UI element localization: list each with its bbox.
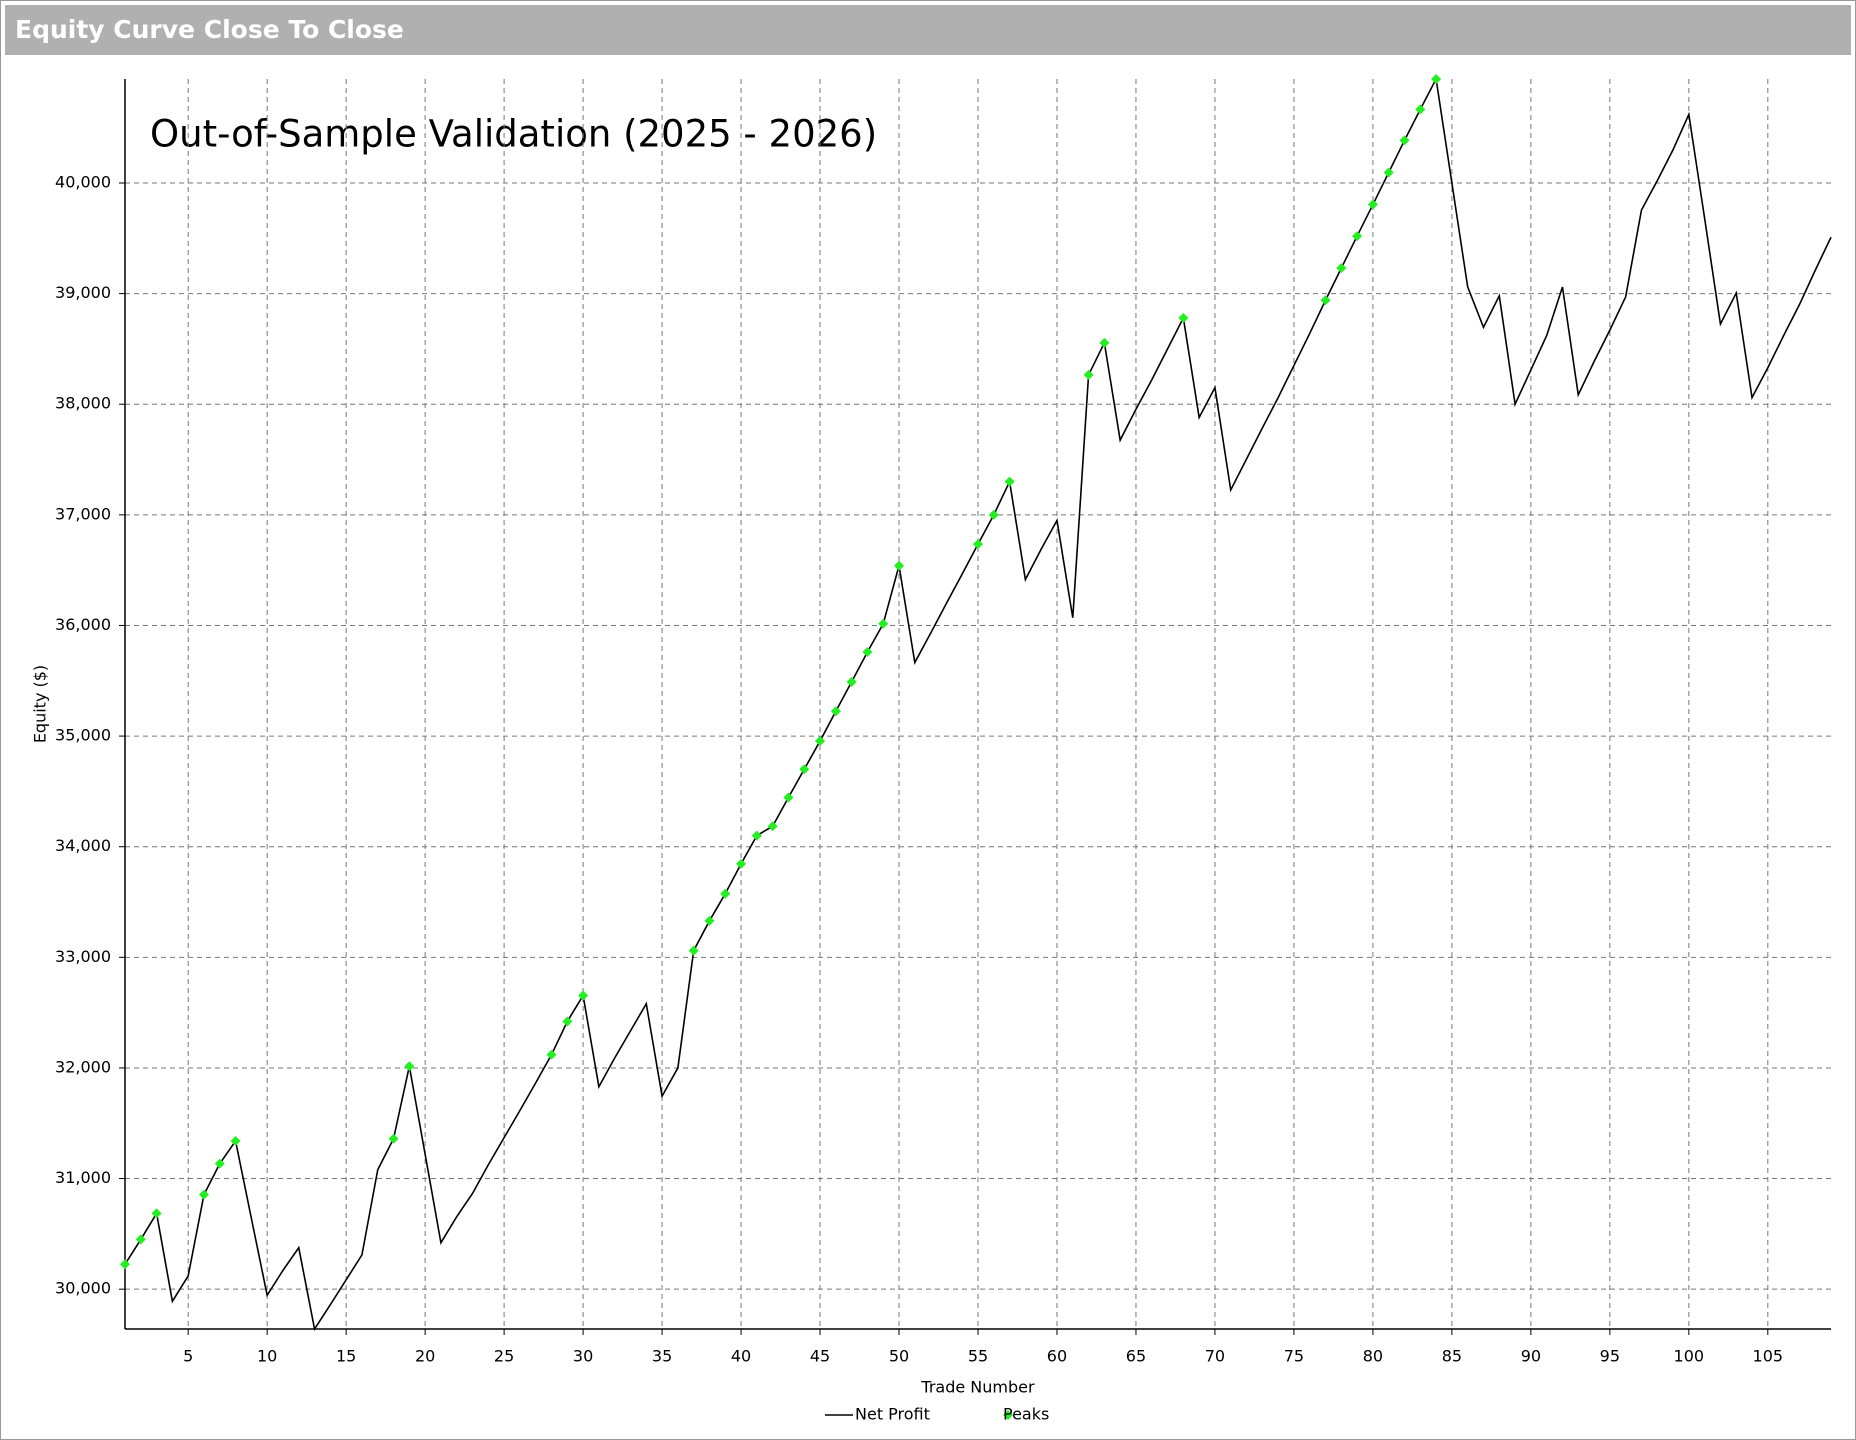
x-tick-label: 75 <box>1284 1347 1304 1366</box>
peak-marker <box>135 1234 146 1245</box>
x-tick-label: 5 <box>183 1347 193 1366</box>
y-tick-label: 36,000 <box>55 615 111 634</box>
peak-marker <box>1367 199 1378 210</box>
peak-marker <box>120 1259 130 1270</box>
y-axis-label: Equity ($) <box>31 665 50 743</box>
peak-marker <box>546 1049 557 1060</box>
y-tick-label: 38,000 <box>55 394 111 413</box>
peak-marker <box>894 560 905 571</box>
peak-marker <box>404 1061 415 1072</box>
peak-marker <box>878 618 889 629</box>
y-tick-label: 37,000 <box>55 504 111 523</box>
peak-marker <box>988 509 999 520</box>
peak-marker <box>704 915 715 926</box>
peak-marker <box>1399 135 1410 146</box>
x-tick-label: 35 <box>652 1347 672 1366</box>
peak-marker <box>1083 369 1094 380</box>
x-tick-label: 25 <box>494 1347 514 1366</box>
peak-marker <box>1415 104 1426 115</box>
peak-marker <box>973 539 983 550</box>
peak-marker <box>815 736 826 747</box>
x-tick-label: 55 <box>968 1347 988 1366</box>
peak-marker <box>1352 231 1363 242</box>
peak-marker <box>736 858 747 869</box>
peak-marker <box>1178 312 1189 323</box>
x-tick-label: 105 <box>1753 1347 1784 1366</box>
x-tick-label: 80 <box>1363 1347 1383 1366</box>
x-tick-label: 10 <box>257 1347 277 1366</box>
header-title: Equity Curve Close To Close <box>5 5 1851 55</box>
peak-marker <box>799 764 810 775</box>
peak-marker <box>1336 263 1347 274</box>
legend-label: Net Profit <box>855 1405 930 1424</box>
x-tick-label: 30 <box>573 1347 593 1366</box>
x-tick-label: 65 <box>1126 1347 1146 1366</box>
peak-marker <box>151 1208 162 1219</box>
x-tick-label: 40 <box>731 1347 751 1366</box>
peak-marker <box>562 1016 573 1027</box>
peak-marker <box>198 1189 209 1200</box>
peak-marker <box>578 990 589 1001</box>
peak-marker <box>783 792 794 803</box>
x-tick-label: 45 <box>810 1347 830 1366</box>
peak-marker <box>230 1135 241 1146</box>
peak-marker <box>830 706 841 717</box>
peak-marker <box>388 1133 399 1144</box>
peak-marker <box>1431 74 1442 84</box>
x-tick-label: 60 <box>1047 1347 1067 1366</box>
legend-swatch <box>1003 1410 1013 1420</box>
x-tick-label: 50 <box>889 1347 909 1366</box>
peak-marker <box>846 676 857 687</box>
y-tick-label: 31,000 <box>55 1168 111 1187</box>
x-axis-label: Trade Number <box>920 1378 1035 1397</box>
y-tick-label: 33,000 <box>55 947 111 966</box>
legend-label: Peaks <box>1003 1405 1049 1424</box>
peak-marker <box>1004 476 1015 487</box>
x-tick-label: 90 <box>1521 1347 1541 1366</box>
y-tick-label: 35,000 <box>55 726 111 745</box>
peak-marker <box>214 1158 225 1169</box>
peak-marker <box>1099 337 1110 348</box>
x-tick-label: 15 <box>336 1347 356 1366</box>
peak-marker <box>862 647 873 658</box>
x-tick-label: 20 <box>415 1347 435 1366</box>
peak-marker <box>1383 167 1394 178</box>
peak-marker <box>720 888 731 899</box>
y-tick-label: 32,000 <box>55 1057 111 1076</box>
x-tick-label: 70 <box>1205 1347 1225 1366</box>
x-tick-label: 85 <box>1442 1347 1462 1366</box>
y-tick-label: 39,000 <box>55 283 111 302</box>
y-tick-label: 30,000 <box>55 1279 111 1298</box>
x-tick-label: 100 <box>1674 1347 1705 1366</box>
y-tick-label: 40,000 <box>55 172 111 191</box>
x-tick-label: 95 <box>1600 1347 1620 1366</box>
peak-marker <box>1320 295 1331 306</box>
chart-title: Out-of-Sample Validation (2025 - 2026) <box>150 113 877 156</box>
y-tick-label: 34,000 <box>55 836 111 855</box>
peak-marker <box>688 945 699 956</box>
peak-marker <box>751 830 762 841</box>
peak-marker <box>767 821 778 832</box>
